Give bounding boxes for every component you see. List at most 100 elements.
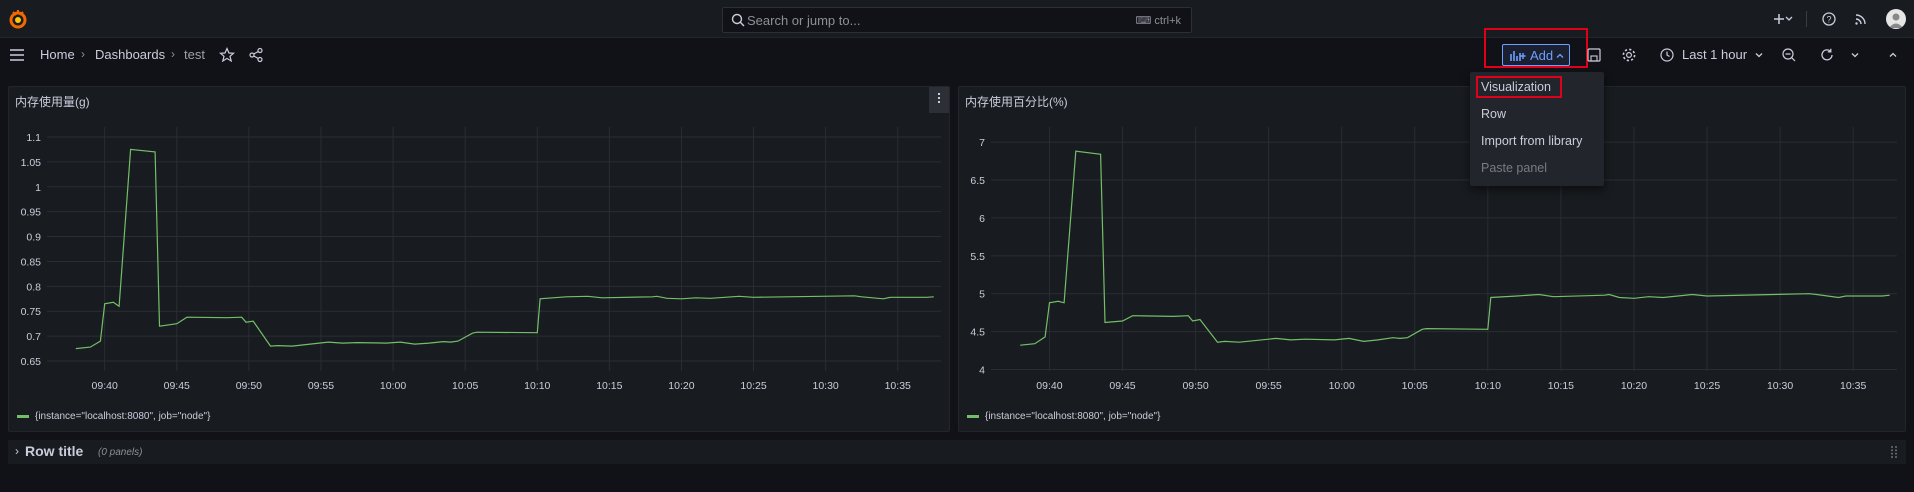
legend-label: {instance="localhost:8080", job="node"} <box>35 411 211 422</box>
y-tick-label: 0.75 <box>21 306 42 318</box>
x-tick-label: 09:55 <box>1256 380 1282 392</box>
keyboard-icon: ⌨ <box>1135 15 1155 27</box>
grafana-logo-icon[interactable] <box>8 9 28 29</box>
breadcrumb-home[interactable]: Home <box>40 47 75 62</box>
y-tick-label: 5.5 <box>970 251 985 263</box>
time-series-chart: 1.1 1.05 1 0.95 0.9 0.85 0.8 0.75 0.7 0.65 09:40 09… <box>21 127 941 392</box>
x-tick-label: 09:50 <box>236 380 262 392</box>
menu-item-row[interactable]: Row <box>1481 107 1507 121</box>
y-tick-label: 6 <box>979 213 985 225</box>
help-icon[interactable]: ? <box>1820 10 1838 28</box>
chevron-down-icon[interactable] <box>1850 50 1860 60</box>
chevron-up-icon <box>1556 53 1564 58</box>
x-tick-label: 09:45 <box>164 380 190 392</box>
chevron-right-icon[interactable]: › <box>15 444 19 458</box>
avatar[interactable] <box>1886 9 1906 29</box>
top-bar: Search or jump to... ⌨ ctrl+k ? <box>0 0 1914 38</box>
y-tick-label: 4.5 <box>970 327 985 339</box>
x-tick-label: 10:15 <box>1548 380 1574 392</box>
x-tick-label: 09:50 <box>1182 380 1208 392</box>
menu-item-import-from-library[interactable]: Import from library <box>1481 134 1583 148</box>
x-tick-label: 10:30 <box>813 380 839 392</box>
bar-chart-icon <box>1510 51 1526 61</box>
search-placeholder: Search or jump to... <box>747 13 861 28</box>
x-tick-label: 10:00 <box>380 380 406 392</box>
drag-handle-icon[interactable] <box>1890 445 1898 459</box>
time-series-chart: 7 6.5 6 5.5 5 4.5 4 09:40 09:45 09:50 09:55 10:00 10… <box>970 127 1897 392</box>
row-title[interactable]: Row title <box>25 443 84 459</box>
x-tick-label: 10:15 <box>596 380 622 392</box>
x-tick-label: 10:25 <box>740 380 766 392</box>
dashboard-nav-bar: Home › Dashboards › test Add Last 1 hour <box>0 28 1914 71</box>
divider <box>1806 11 1807 27</box>
search-input[interactable]: Search or jump to... ⌨ ctrl+k <box>722 7 1192 33</box>
search-icon <box>731 13 745 27</box>
y-tick-label: 4 <box>979 364 985 376</box>
y-tick-label: 0.9 <box>26 232 41 244</box>
x-tick-label: 09:40 <box>1036 380 1062 392</box>
breadcrumb-dashboards[interactable]: Dashboards <box>95 47 166 62</box>
x-tick-label: 10:25 <box>1694 380 1720 392</box>
zoom-out-icon[interactable] <box>1781 47 1797 63</box>
chevron-down-icon[interactable] <box>1784 10 1794 28</box>
x-tick-label: 10:00 <box>1329 380 1355 392</box>
plus-icon[interactable] <box>1770 10 1788 28</box>
collapse-chevron-up-icon[interactable] <box>1888 50 1898 60</box>
refresh-icon[interactable] <box>1819 47 1835 63</box>
chevron-down-icon[interactable] <box>1754 50 1764 60</box>
user-icon <box>1889 13 1903 28</box>
clock-icon[interactable] <box>1659 47 1675 63</box>
y-tick-label: 0.7 <box>26 331 41 343</box>
y-tick-label: 0.8 <box>26 281 41 293</box>
rss-news-icon[interactable] <box>1852 10 1870 28</box>
legend-item[interactable]: {instance="localhost:8080", job="node"} <box>17 411 210 422</box>
save-icon[interactable] <box>1586 47 1602 63</box>
y-tick-label: 1.05 <box>21 157 42 169</box>
svg-text:?: ? <box>1826 15 1831 25</box>
highlight-box-add <box>1484 28 1588 68</box>
star-icon[interactable] <box>219 47 235 63</box>
menu-item-paste-panel: Paste panel <box>1481 161 1548 175</box>
gear-icon[interactable] <box>1621 47 1637 63</box>
menu-item-visualization[interactable]: Visualization <box>1481 80 1551 94</box>
breadcrumb-current: test <box>184 47 205 62</box>
y-tick-label: 7 <box>979 137 985 149</box>
shortcut-label: ctrl+k <box>1154 15 1181 27</box>
y-tick-label: 1.1 <box>26 132 41 144</box>
y-tick-label: 6.5 <box>970 175 985 187</box>
legend-swatch <box>967 414 979 418</box>
x-tick-label: 09:55 <box>308 380 334 392</box>
menu-icon[interactable] <box>9 47 25 63</box>
y-tick-label: 0.95 <box>21 207 42 219</box>
x-tick-label: 10:20 <box>1621 380 1647 392</box>
x-tick-label: 10:05 <box>452 380 478 392</box>
keyboard-shortcut: ⌨ ctrl+k <box>1135 14 1181 27</box>
panel-title: 内存使用量(g) <box>15 95 90 109</box>
time-range-picker[interactable]: Last 1 hour <box>1682 47 1748 62</box>
x-tick-label: 10:05 <box>1402 380 1428 392</box>
highlight-box-visualization <box>1476 76 1562 98</box>
legend-label: {instance="localhost:8080", job="node"} <box>985 411 1161 422</box>
breadcrumb-separator: › <box>81 47 85 61</box>
breadcrumb-separator: › <box>171 47 175 61</box>
dashboard-row[interactable]: › Row title (0 panels) <box>8 440 1906 464</box>
x-tick-label: 10:35 <box>885 380 911 392</box>
row-panel-count: (0 panels) <box>98 447 143 458</box>
add-button[interactable]: Add <box>1502 44 1570 66</box>
x-tick-label: 10:20 <box>668 380 694 392</box>
x-tick-label: 10:10 <box>1475 380 1501 392</box>
panel-memory-percent[interactable]: 内存使用百分比(%) 7 6.5 6 5.5 5 4.5 4 09:40 09:45 09:50 0… <box>958 86 1906 432</box>
panel-menu-button[interactable] <box>929 87 949 113</box>
more-vertical-icon <box>938 93 940 95</box>
y-tick-label: 0.65 <box>21 356 42 368</box>
panel-title: 内存使用百分比(%) <box>965 95 1068 109</box>
x-tick-label: 09:45 <box>1109 380 1135 392</box>
x-tick-label: 10:30 <box>1767 380 1793 392</box>
panel-memory-usage[interactable]: 内存使用量(g) 1.1 1.05 1 0.95 0.9 0.85 0.8 0.75 0.7 0.… <box>8 86 950 432</box>
series-line <box>75 148 934 350</box>
legend-item[interactable]: {instance="localhost:8080", job="node"} <box>967 411 1160 422</box>
share-icon[interactable] <box>248 47 264 63</box>
y-tick-label: 5 <box>979 289 985 301</box>
legend-swatch <box>17 414 29 418</box>
x-tick-label: 10:10 <box>524 380 550 392</box>
